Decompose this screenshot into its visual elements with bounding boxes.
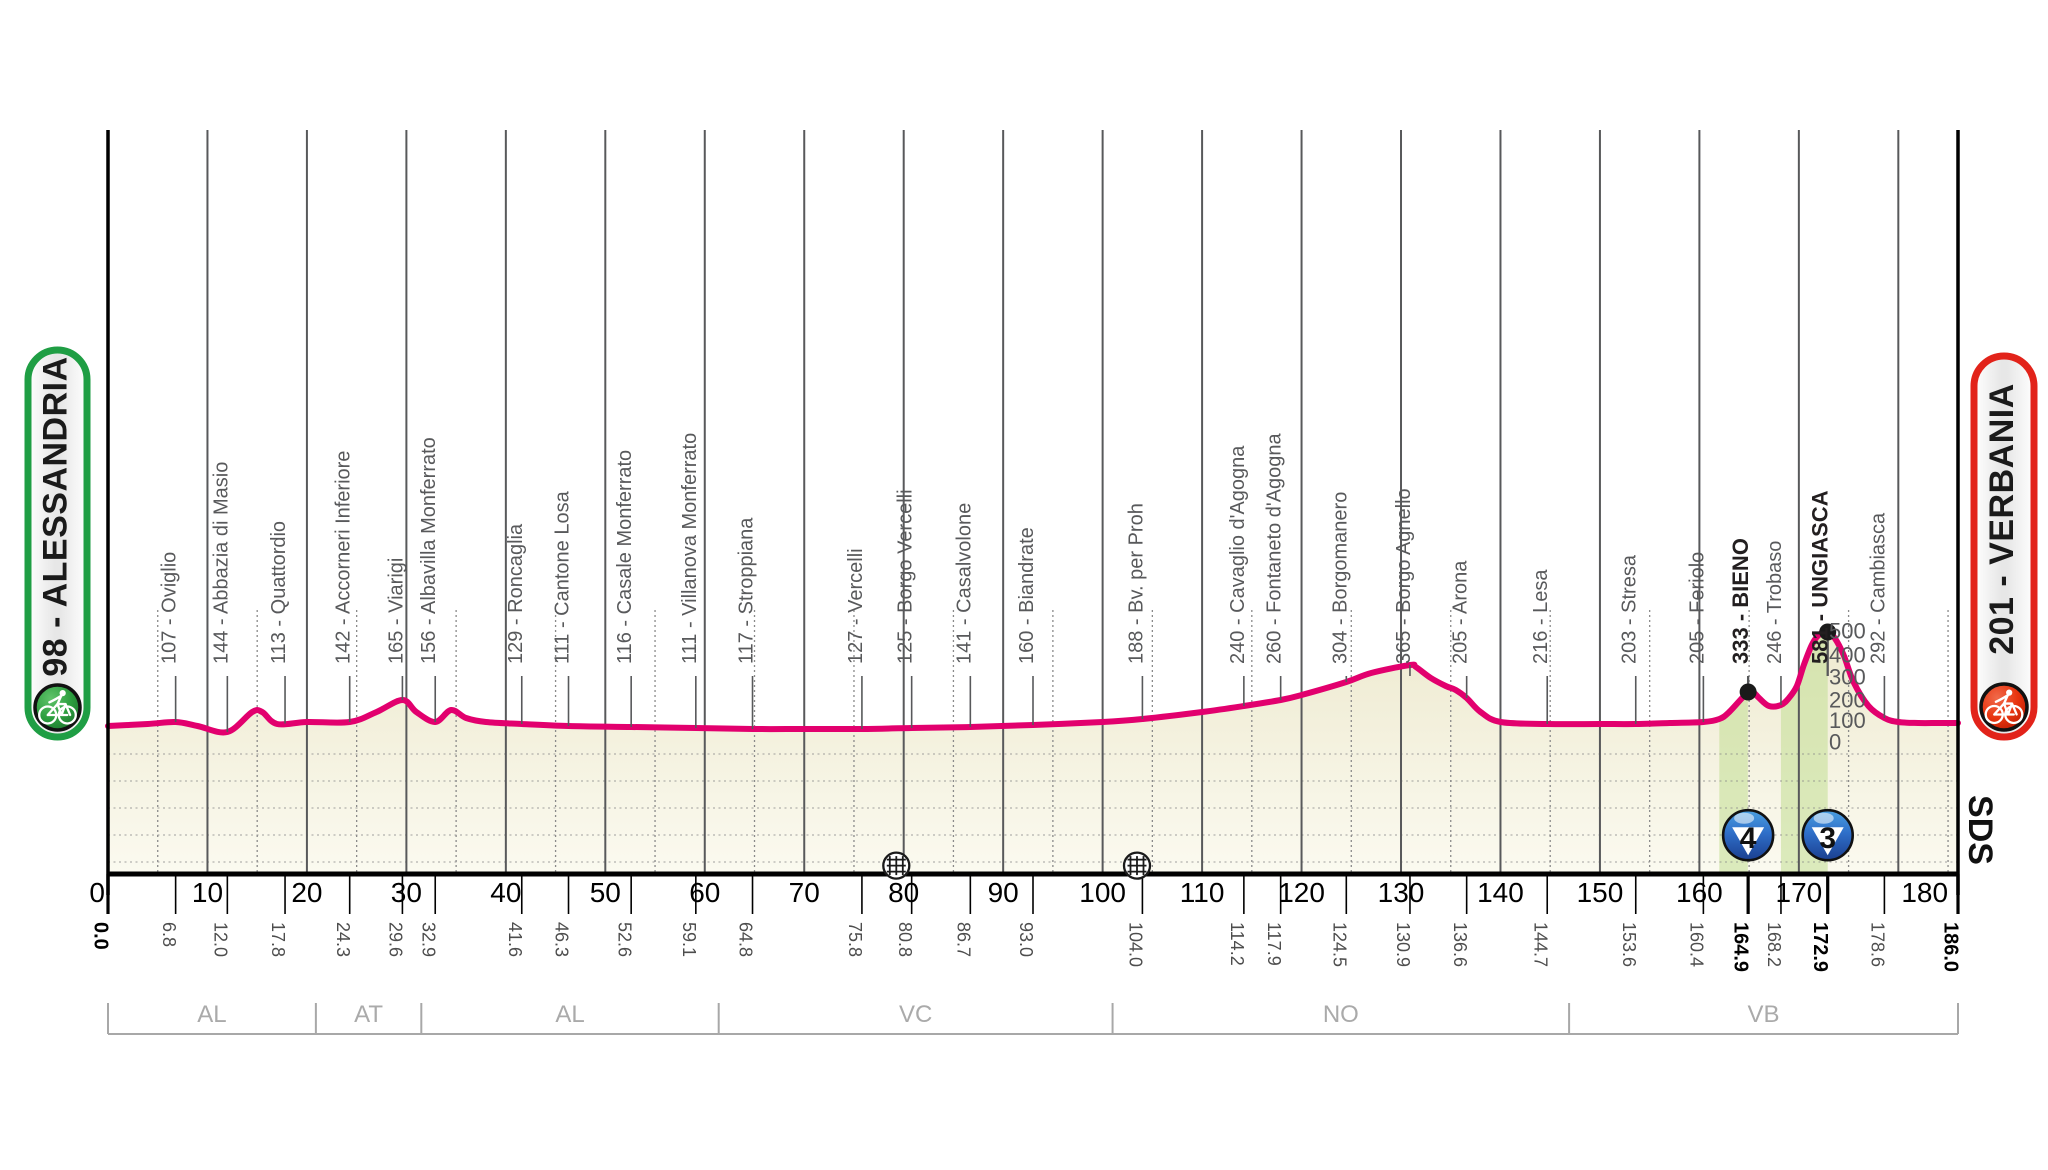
svg-text:111 - Cantone Losa: 111 - Cantone Losa [552,490,574,664]
svg-text:186.0: 186.0 [1939,922,1961,972]
svg-text:129 - Roncaglia: 129 - Roncaglia [505,523,527,664]
svg-text:142 - Accorneri Inferiore: 142 - Accorneri Inferiore [333,451,355,664]
svg-text:40: 40 [490,877,521,908]
svg-text:117 - Stroppiana: 117 - Stroppiana [736,517,758,664]
svg-text:116 - Casale Monferrato: 116 - Casale Monferrato [614,450,636,664]
svg-text:333 - BIENO: 333 - BIENO [1728,538,1753,664]
svg-text:30: 30 [391,877,422,908]
svg-text:188 - Bv. per Proh: 188 - Bv. per Proh [1125,503,1147,664]
svg-text:104.0: 104.0 [1126,922,1146,967]
svg-text:172.9: 172.9 [1809,922,1831,972]
svg-text:32.9: 32.9 [418,922,438,957]
svg-text:60: 60 [689,877,720,908]
svg-text:201 - VERBANIA: 201 - VERBANIA [1983,383,2021,655]
svg-text:98 - ALESSANDRIA: 98 - ALESSANDRIA [36,356,74,676]
svg-text:20: 20 [291,877,322,908]
svg-text:400: 400 [1829,642,1866,667]
svg-text:AT: AT [354,1001,383,1028]
svg-text:10: 10 [192,877,223,908]
svg-text:260 - Fontaneto d'Agogna: 260 - Fontaneto d'Agogna [1264,432,1286,664]
svg-text:50: 50 [590,877,621,908]
svg-text:AL: AL [197,1001,226,1028]
svg-text:86.7: 86.7 [954,922,974,957]
svg-text:240 - Cavaglio d'Agogna: 240 - Cavaglio d'Agogna [1227,445,1249,664]
svg-text:144 - Abbazia di Masio: 144 - Abbazia di Masio [210,462,232,664]
svg-text:0: 0 [89,877,105,908]
svg-text:NO: NO [1323,1001,1359,1028]
svg-text:125 - Borgo Vercelli: 125 - Borgo Vercelli [895,489,917,664]
svg-text:24.3: 24.3 [333,922,353,957]
svg-text:500: 500 [1829,619,1866,644]
svg-text:178.6: 178.6 [1868,922,1888,967]
svg-text:93.0: 93.0 [1016,922,1036,957]
svg-text:127 - Vercelli: 127 - Vercelli [845,548,867,664]
svg-text:160.4: 160.4 [1687,922,1707,967]
svg-text:114.2: 114.2 [1227,922,1247,966]
svg-text:156 - Albavilla Monferrato: 156 - Albavilla Monferrato [418,437,440,664]
svg-text:SDS: SDS [1961,795,1999,865]
svg-text:52.6: 52.6 [614,922,634,957]
svg-text:140: 140 [1477,877,1524,908]
svg-text:64.8: 64.8 [736,922,756,957]
svg-text:3: 3 [1819,822,1836,855]
svg-text:216 - Lesa: 216 - Lesa [1530,569,1552,664]
svg-text:144.7: 144.7 [1530,922,1550,967]
svg-text:150: 150 [1577,877,1624,908]
svg-text:170: 170 [1776,877,1823,908]
svg-text:168.2: 168.2 [1764,922,1784,967]
svg-text:117.9: 117.9 [1264,922,1284,966]
svg-text:205 - Arona: 205 - Arona [1450,560,1472,664]
svg-text:164.9: 164.9 [1730,922,1752,972]
svg-text:4: 4 [1740,822,1757,855]
svg-text:VC: VC [899,1001,932,1028]
svg-text:90: 90 [988,877,1019,908]
svg-text:0: 0 [1829,730,1841,755]
svg-text:AL: AL [555,1001,584,1028]
svg-text:130: 130 [1378,877,1425,908]
svg-text:200: 200 [1829,688,1866,713]
svg-text:80: 80 [888,877,919,908]
svg-text:130.9: 130.9 [1393,922,1413,967]
svg-text:124.5: 124.5 [1330,922,1350,967]
svg-text:113 - Quattordio: 113 - Quattordio [268,521,290,664]
svg-text:246 - Trobaso: 246 - Trobaso [1764,541,1786,664]
svg-text:292 - Cambiasca: 292 - Cambiasca [1867,512,1889,664]
svg-text:0.0: 0.0 [89,922,111,950]
svg-text:70: 70 [789,877,820,908]
svg-text:160 - Biandrate: 160 - Biandrate [1016,527,1038,664]
svg-text:75.8: 75.8 [845,922,865,957]
svg-text:12.0: 12.0 [211,922,231,957]
svg-text:365 - Borgo Agnello: 365 - Borgo Agnello [1393,488,1415,664]
svg-text:203 - Stresa: 203 - Stresa [1619,554,1641,664]
svg-text:136.6: 136.6 [1450,922,1470,967]
svg-text:160: 160 [1676,877,1723,908]
svg-text:205 - Feriolo: 205 - Feriolo [1686,552,1708,664]
svg-text:120: 120 [1278,877,1325,908]
svg-text:180: 180 [1901,877,1948,908]
svg-text:80.8: 80.8 [895,922,915,957]
svg-text:107 - Oviglio: 107 - Oviglio [159,552,181,664]
svg-text:100: 100 [1079,877,1126,908]
svg-text:165 - Viarigi: 165 - Viarigi [385,558,407,664]
svg-text:17.8: 17.8 [268,922,288,957]
svg-text:300: 300 [1829,665,1866,690]
svg-text:110: 110 [1180,877,1225,908]
svg-text:6.8: 6.8 [159,922,179,947]
svg-text:153.6: 153.6 [1619,922,1639,967]
svg-text:141 - Casalvolone: 141 - Casalvolone [953,503,975,664]
svg-text:29.6: 29.6 [386,922,406,957]
svg-text:VB: VB [1748,1001,1780,1028]
svg-text:46.3: 46.3 [552,922,572,957]
svg-text:304 - Borgomanero: 304 - Borgomanero [1329,492,1351,664]
svg-text:59.1: 59.1 [679,922,699,957]
svg-text:111 - Villanova Monferrato: 111 - Villanova Monferrato [679,433,701,664]
svg-text:41.6: 41.6 [505,922,525,957]
